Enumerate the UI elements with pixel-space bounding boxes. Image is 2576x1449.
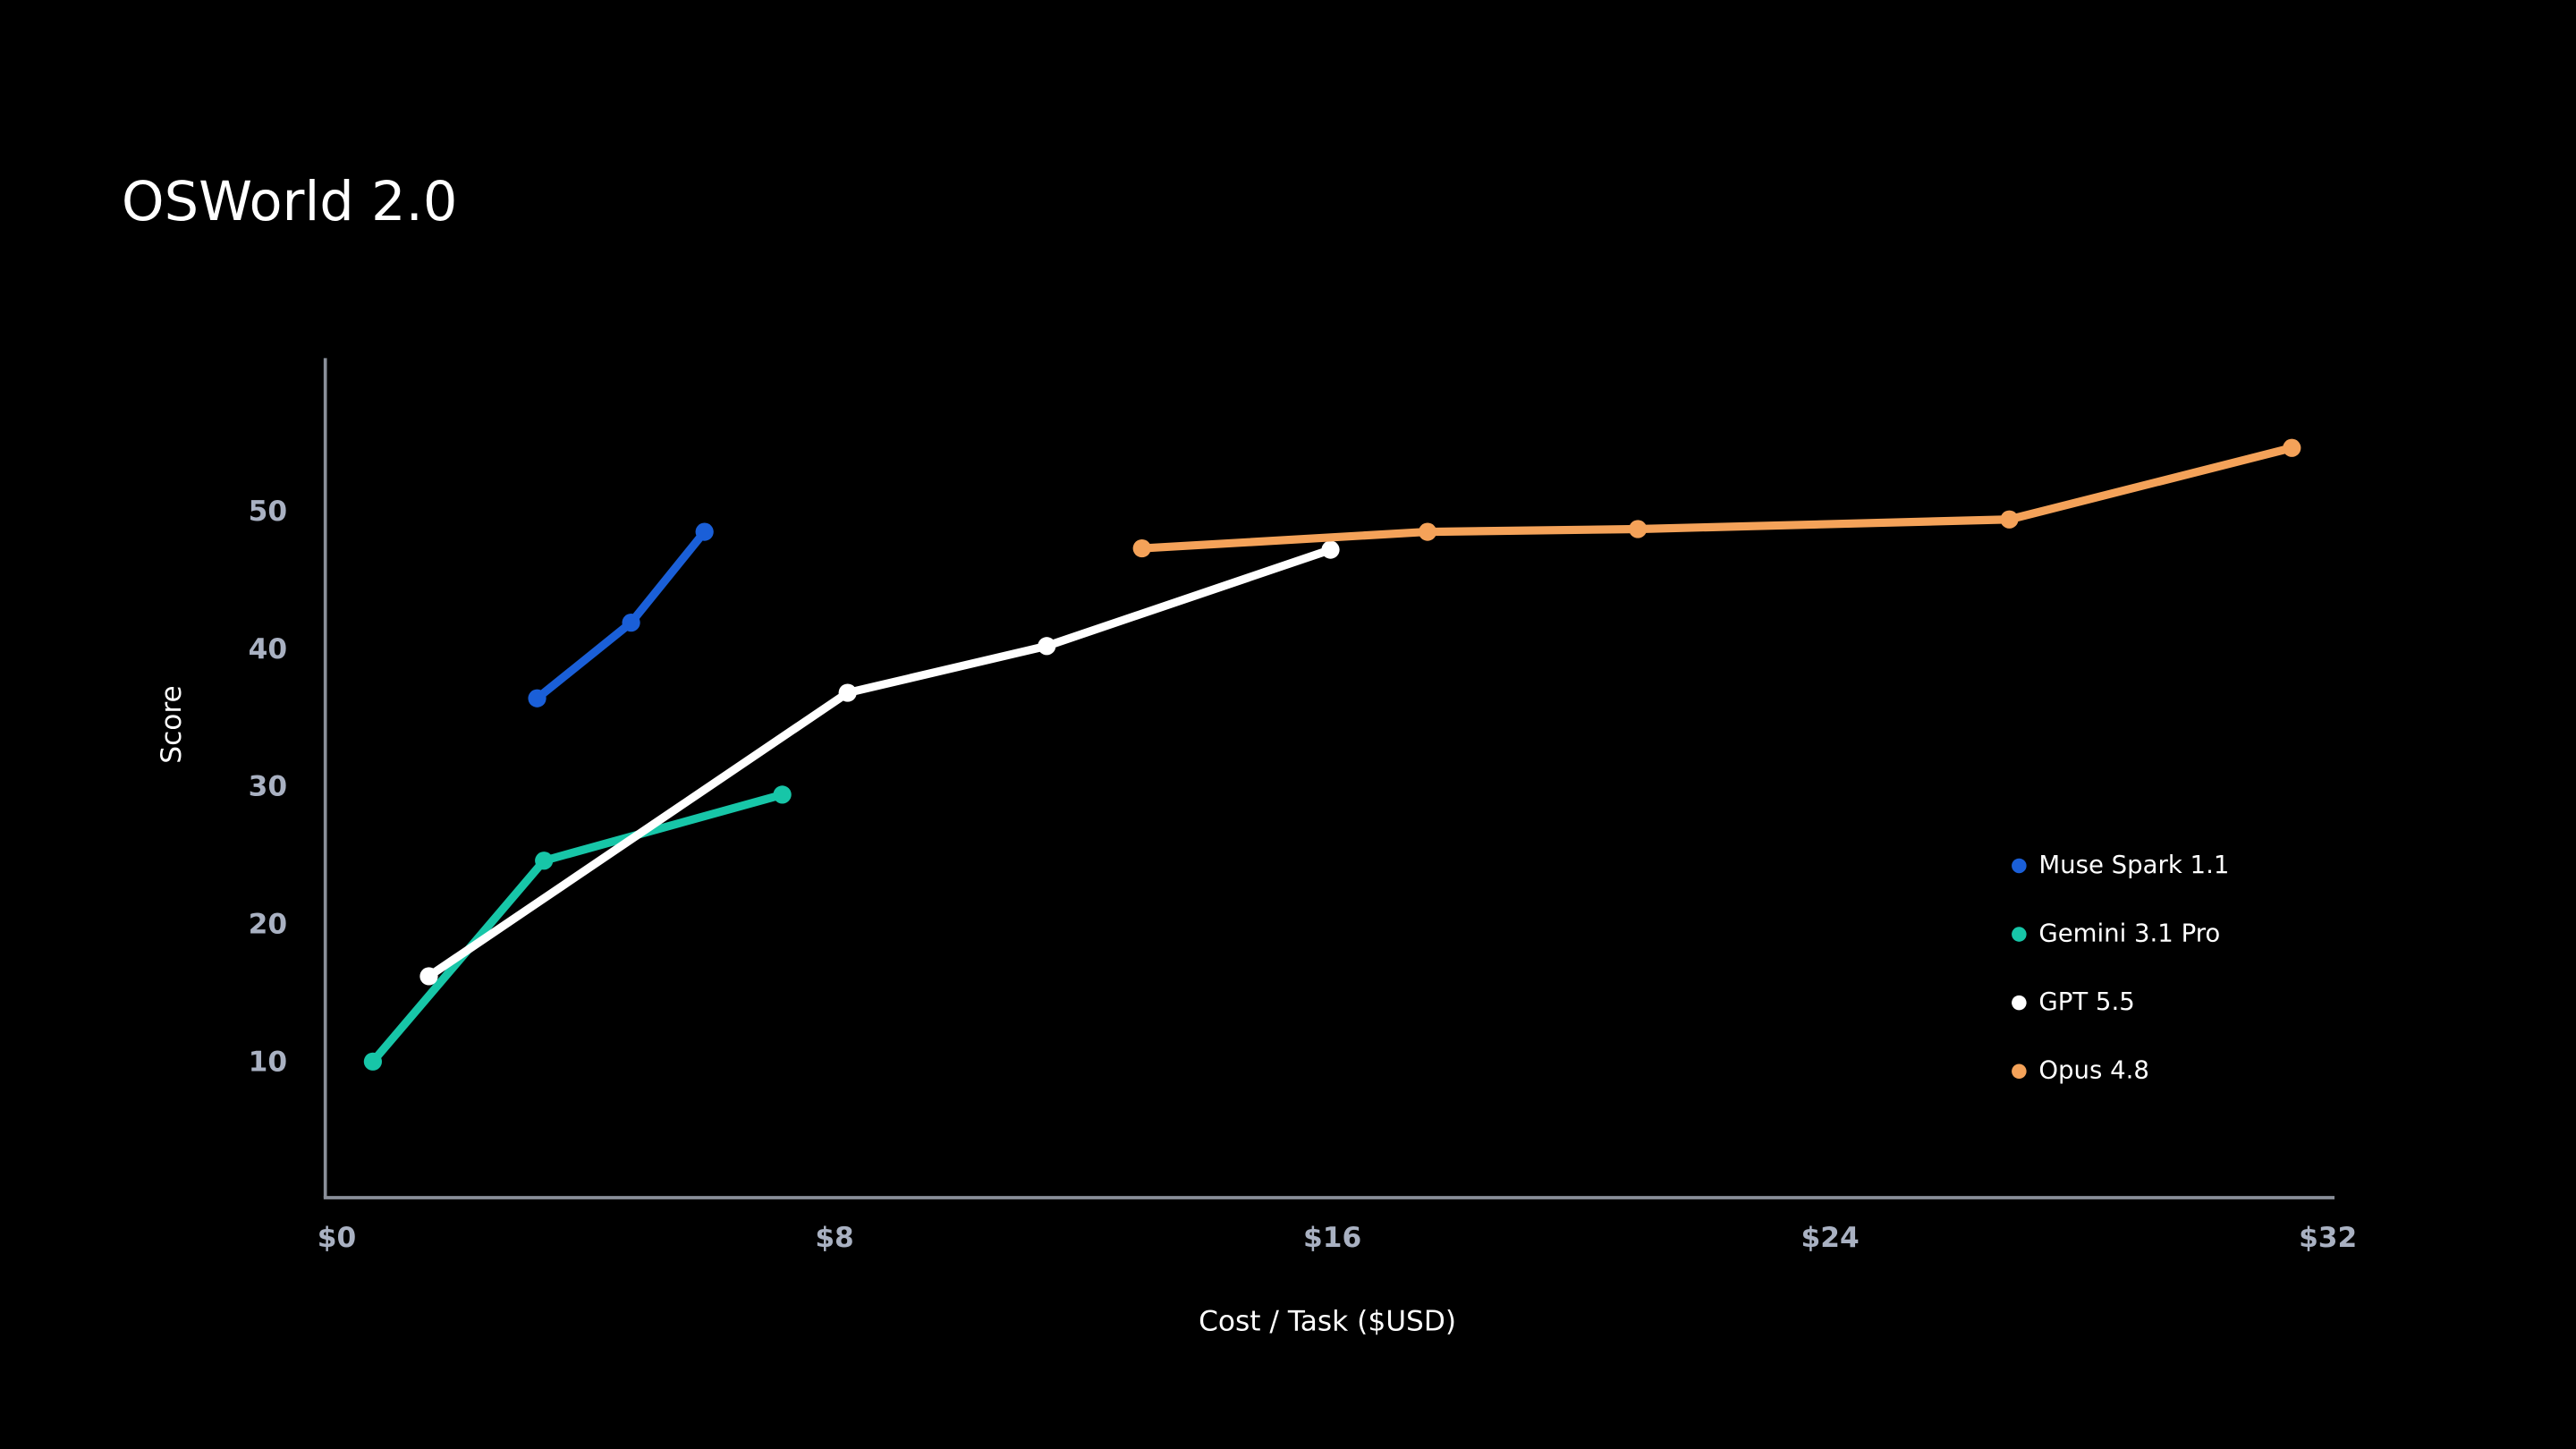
legend-label: Muse Spark 1.1 bbox=[2038, 851, 2229, 879]
legend-marker bbox=[2012, 1063, 2027, 1079]
legend-label: GPT 5.5 bbox=[2038, 987, 2134, 1016]
legend-marker bbox=[2012, 858, 2027, 874]
data-point bbox=[2283, 438, 2301, 457]
data-point bbox=[363, 1052, 382, 1071]
x-tick-label: $24 bbox=[1801, 1222, 1860, 1254]
data-point bbox=[695, 522, 714, 541]
y-tick-label: 40 bbox=[249, 633, 287, 665]
data-point bbox=[2000, 510, 2019, 529]
y-axis-label: Score bbox=[156, 685, 188, 763]
x-axis-label: Cost / Task ($USD) bbox=[1199, 1306, 1456, 1338]
data-point bbox=[419, 967, 438, 986]
data-point bbox=[773, 785, 792, 804]
legend-marker bbox=[2012, 995, 2027, 1011]
data-point bbox=[1418, 522, 1437, 541]
legend-label: Opus 4.8 bbox=[2038, 1056, 2149, 1085]
x-tick-label: $0 bbox=[318, 1222, 356, 1254]
data-point bbox=[838, 683, 857, 702]
x-tick-label: $16 bbox=[1303, 1222, 1361, 1254]
y-tick-label: 50 bbox=[249, 496, 287, 528]
data-point bbox=[1038, 637, 1056, 656]
data-point bbox=[1629, 520, 1648, 538]
data-point bbox=[535, 852, 554, 870]
data-point bbox=[1132, 538, 1151, 558]
x-tick-label: $32 bbox=[2299, 1222, 2357, 1254]
data-point bbox=[1321, 540, 1340, 559]
y-tick-label: 10 bbox=[249, 1046, 287, 1078]
y-tick-label: 30 bbox=[249, 771, 287, 803]
chart-title: OSWorld 2.0 bbox=[122, 171, 458, 233]
data-point bbox=[622, 614, 640, 632]
data-point bbox=[528, 689, 547, 708]
legend-marker bbox=[2012, 927, 2027, 942]
y-tick-label: 20 bbox=[249, 909, 287, 941]
series-line bbox=[424, 546, 1335, 981]
x-tick-label: $8 bbox=[815, 1222, 853, 1254]
legend-label: Gemini 3.1 Pro bbox=[2038, 919, 2220, 948]
